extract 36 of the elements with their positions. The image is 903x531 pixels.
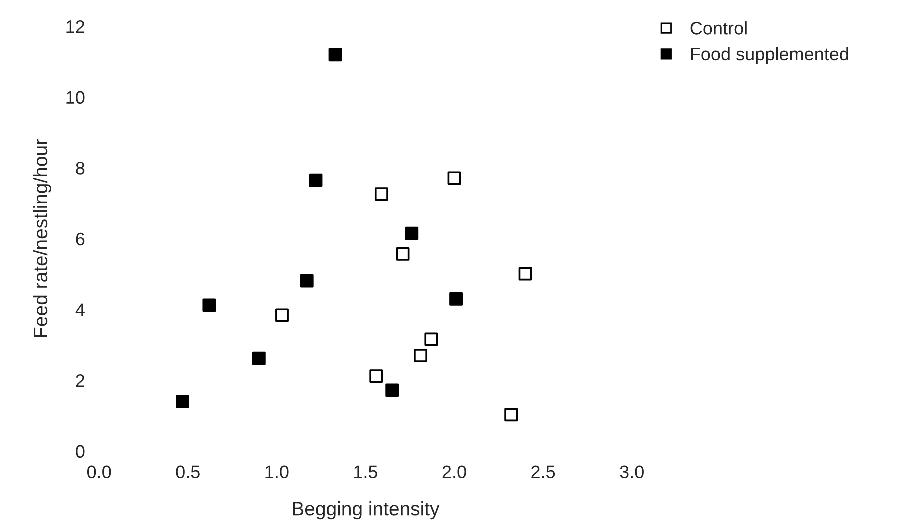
point — [276, 308, 289, 322]
x-tick-label: 0.0 — [87, 466, 112, 478]
y-tick-label: 8 — [76, 162, 85, 175]
point — [386, 384, 400, 398]
x-tick-label: 2.0 — [442, 466, 466, 478]
y-tick-label: 0 — [76, 445, 85, 458]
legend-label: Food supplemented — [691, 47, 848, 64]
point — [504, 408, 518, 422]
point — [176, 395, 190, 409]
legend-label: Control — [690, 22, 747, 35]
y-tick-label: 2 — [76, 374, 85, 388]
y-tick-label: 12 — [66, 20, 85, 34]
x-axis-title: Begging intensity — [293, 502, 440, 520]
x-tick-label: 1.0 — [266, 466, 289, 478]
y-tick-label: 6 — [76, 232, 85, 246]
point — [300, 274, 314, 288]
y-axis-title: Feed rate/nestling/hour — [33, 139, 52, 338]
x-tick-label: 1.5 — [354, 466, 378, 478]
point — [414, 349, 428, 362]
point — [424, 332, 438, 346]
point — [450, 292, 463, 306]
point — [405, 226, 419, 240]
point — [328, 48, 342, 62]
point — [396, 247, 410, 261]
point — [252, 352, 266, 366]
point — [370, 370, 384, 384]
y-tick-label: 4 — [76, 304, 85, 316]
point — [202, 298, 216, 312]
point — [518, 267, 532, 281]
point — [374, 188, 388, 202]
x-tick-label: 2.5 — [532, 466, 556, 478]
point — [309, 174, 323, 188]
y-tick-label: 10 — [66, 91, 85, 104]
point — [448, 172, 462, 186]
x-tick-label: 3.0 — [620, 466, 644, 478]
x-tick-label: 0.5 — [176, 466, 200, 478]
